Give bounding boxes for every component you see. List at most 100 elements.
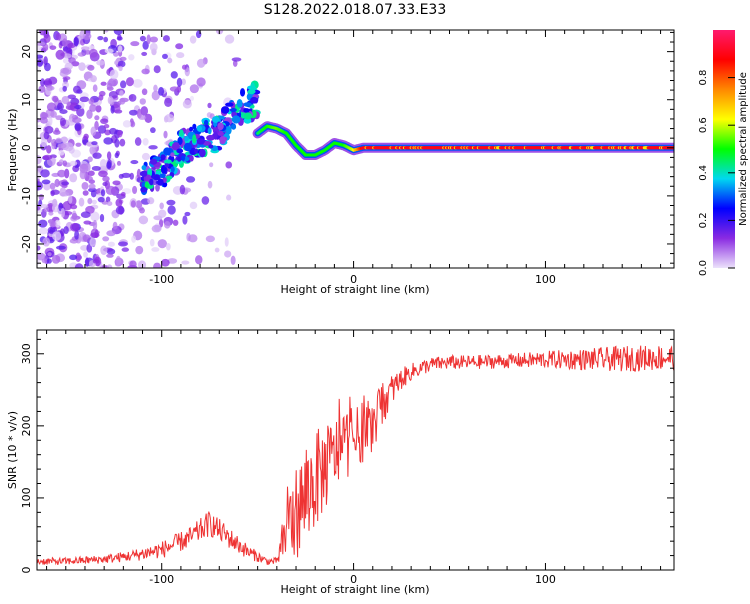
spectrogram-noise-blob [72, 213, 78, 220]
y-tick-label: 200 [20, 415, 33, 436]
spectrogram-noise-blob [108, 242, 115, 247]
spectrogram-noise-blob [202, 196, 210, 205]
spectrogram-noise-blob [44, 132, 50, 140]
spectrogram-noise-blob [52, 255, 61, 264]
spectrogram-noise-blob [197, 59, 205, 68]
spectrogram-noise-blob [186, 176, 195, 183]
spectrogram-noise-blob [59, 187, 66, 196]
spectrogram-noise-blob [182, 215, 187, 224]
spectrogram-noise-blob [150, 239, 155, 247]
spectrogram-noise-blob [58, 143, 67, 148]
spectrogram-noise-blob [177, 78, 182, 87]
spectrogram-band-blob [189, 155, 194, 161]
spectrogram-noise-blob [39, 194, 44, 201]
spectrogram-noise-blob [68, 195, 72, 204]
spectrogram-noise-blob [173, 220, 179, 226]
spectrogram-noise-blob [148, 145, 157, 149]
spectrogram-noise-blob [49, 45, 56, 50]
colorbar-tick-label: 0.6 [698, 117, 709, 133]
spectrogram-noise-blob [48, 212, 53, 216]
spectrogram-noise-blob [80, 96, 89, 102]
spectrogram-noise-blob [224, 251, 231, 258]
spectrogram-noise-blob [121, 173, 130, 178]
spectrogram-band-blob [189, 127, 193, 132]
spectrogram-noise-blob [225, 237, 229, 247]
spectrogram-noise-blob [176, 52, 184, 58]
spectrogram-noise-blob [139, 216, 148, 225]
spectrogram-noise-blob [141, 68, 149, 74]
colorbar-gradient [713, 30, 735, 268]
spectrogram-noise-blob [131, 235, 136, 242]
spectrogram-band-blob [170, 152, 174, 156]
spectrogram-noise-blob [57, 170, 66, 178]
spectrogram-x-label: Height of straight line (km) [280, 283, 429, 296]
spectrogram-noise-blob [80, 30, 86, 39]
spectrogram-noise-blob [110, 69, 119, 79]
spectrogram-noise-blob [91, 190, 97, 197]
spectrogram-noise-blob [40, 112, 47, 120]
spectrogram-noise-blob [51, 158, 56, 162]
spectrogram-band-blob [166, 175, 172, 179]
y-tick-label: 300 [20, 343, 33, 364]
spectrogram-scatter [33, 27, 261, 273]
spectrogram-noise-blob [87, 198, 92, 204]
spectrogram-noise-blob [161, 259, 170, 267]
spectrogram-noise-blob [34, 55, 43, 59]
y-tick-label: -20 [20, 235, 33, 253]
spectrogram-band-blob [184, 143, 192, 152]
spectrogram-noise-blob [135, 137, 142, 146]
spectrogram-noise-blob [56, 33, 61, 41]
spectrogram-band-blob [226, 126, 232, 135]
spectrogram-noise-blob [126, 77, 134, 86]
spectrogram-noise-blob [118, 45, 123, 52]
spectrogram-noise-blob [140, 36, 146, 42]
spectrogram-noise-blob [54, 179, 59, 187]
spectrogram-noise-blob [129, 94, 137, 102]
spectrogram-band-blob [163, 147, 171, 155]
spectrogram-noise-blob [73, 86, 81, 94]
spectrogram-noise-blob [91, 127, 97, 136]
spectrogram-ridge [258, 126, 674, 155]
spectrogram-noise-blob [115, 153, 119, 159]
spectrogram-noise-blob [158, 87, 164, 96]
spectrogram-noise-blob [38, 228, 48, 235]
spectrogram-noise-blob [208, 181, 213, 189]
spectrogram-noise-blob [117, 161, 121, 166]
spectrogram-noise-blob [101, 82, 107, 86]
spectrogram-noise-blob [70, 161, 78, 166]
spectrogram-noise-blob [107, 83, 113, 89]
spectrogram-noise-blob [79, 198, 85, 207]
spectrogram-noise-blob [34, 155, 41, 164]
spectrogram-noise-blob [75, 143, 81, 147]
spectrogram-noise-blob [119, 90, 124, 96]
spectrogram-noise-blob [108, 96, 113, 104]
spectrogram-band-blob [250, 97, 258, 104]
spectrogram-noise-blob [104, 124, 110, 128]
spectrogram-band-blob [237, 99, 243, 108]
spectrogram-noise-blob [88, 98, 94, 104]
x-tick-label: 100 [535, 573, 556, 586]
spectrogram-noise-blob [85, 163, 90, 172]
spectrogram-y-label: Frequency (Hz) [6, 109, 19, 192]
spectrogram-noise-blob [100, 159, 107, 169]
spectrogram-noise-blob [100, 214, 104, 222]
spectrogram-noise-blob [122, 247, 129, 251]
spectrogram-noise-blob [44, 34, 51, 43]
spectrogram-band-blob [217, 122, 223, 130]
spectrogram-noise-blob [37, 59, 43, 67]
spectrogram-noise-blob [107, 201, 113, 206]
spectrogram-noise-blob [163, 131, 167, 139]
spectrogram-noise-blob [93, 220, 97, 230]
spectrogram-noise-blob [163, 35, 170, 42]
spectrogram-noise-blob [103, 37, 108, 43]
spectrogram-noise-blob [57, 103, 64, 111]
spectrogram-band-blob [231, 124, 236, 130]
spectrogram-noise-blob [129, 110, 138, 116]
spectrogram-noise-blob [60, 68, 69, 74]
spectrogram-noise-blob [118, 66, 122, 71]
spectrogram-band-blob [164, 159, 172, 163]
spectrogram-noise-blob [71, 102, 77, 106]
spectrogram-noise-blob [138, 115, 146, 120]
spectrogram-band-blob [181, 156, 185, 161]
spectrogram-noise-blob [90, 232, 99, 238]
